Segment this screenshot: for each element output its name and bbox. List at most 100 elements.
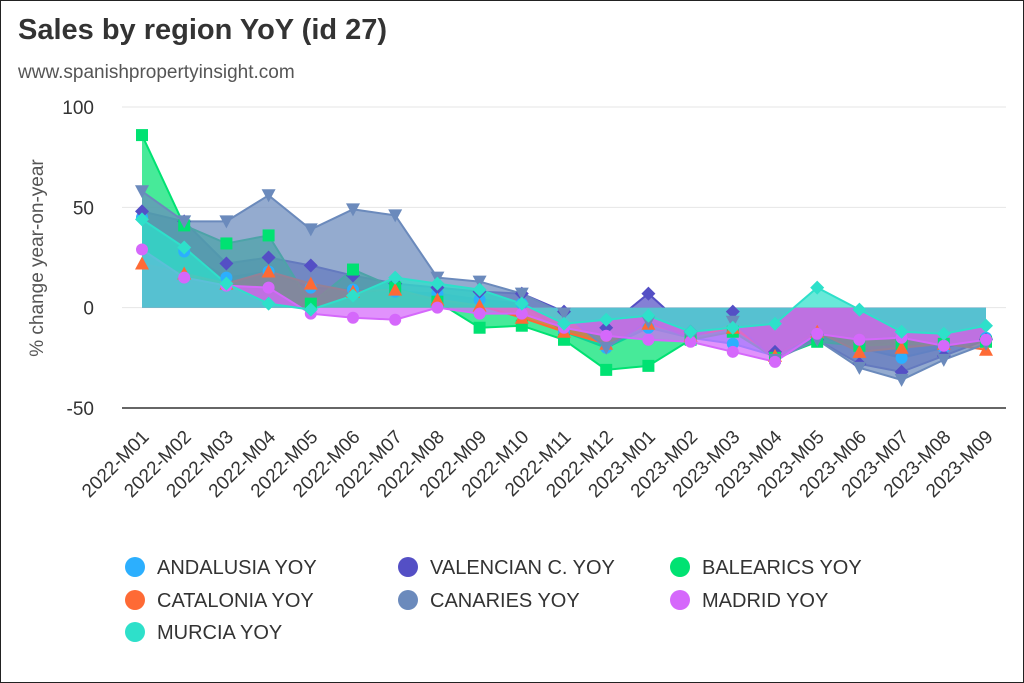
legend-swatch	[125, 557, 145, 577]
data-point-catalonia-yoy	[303, 276, 318, 290]
legend-label: MURCIA YOY	[157, 622, 282, 644]
data-point-murcia-yoy	[725, 320, 740, 335]
data-point-madrid-yoy	[853, 333, 866, 346]
data-point-madrid-yoy	[600, 329, 613, 342]
legend-label: BALEARICS YOY	[702, 557, 862, 579]
data-point-madrid-yoy	[515, 307, 528, 320]
y-tick-label: 0	[83, 299, 94, 320]
y-axis-label: % change year-on-year	[27, 159, 48, 357]
data-point-valencian-c-yoy	[303, 258, 318, 273]
data-point-valencian-c-yoy	[219, 256, 234, 271]
chart-subtitle: www.spanishpropertyinsight.com	[18, 62, 295, 83]
data-point-balearics-yoy	[136, 129, 148, 142]
data-point-madrid-yoy	[980, 333, 992, 346]
data-point-murcia-yoy	[979, 318, 993, 333]
series-area-murcia-yoy	[142, 219, 986, 334]
data-point-murcia-yoy	[768, 316, 782, 331]
data-point-canaries-yoy	[514, 287, 529, 301]
data-point-balearics-yoy	[473, 321, 486, 334]
data-point-madrid-yoy	[726, 345, 739, 358]
data-point-canaries-yoy	[472, 275, 487, 289]
data-point-canaries-yoy	[346, 203, 360, 217]
data-point-murcia-yoy	[177, 240, 192, 255]
data-point-canaries-yoy	[852, 361, 867, 375]
data-point-canaries-yoy	[894, 373, 909, 387]
data-point-canaries-yoy	[557, 307, 571, 321]
chart-title: Sales by region YoY (id 27)	[18, 14, 388, 46]
data-point-murcia-yoy	[852, 302, 867, 317]
data-point-madrid-yoy	[684, 335, 697, 348]
data-point-murcia-yoy	[430, 276, 445, 291]
series-markers	[135, 129, 993, 387]
x-axis-ticks: 2022-M012022-M022022-M032022-M042022-M05…	[78, 426, 997, 502]
data-point-madrid-yoy	[431, 301, 444, 314]
data-point-canaries-yoy	[303, 223, 318, 237]
data-point-canaries-yoy	[388, 209, 403, 223]
legend-item-balearics-yoy[interactable]: BALEARICS YOY	[670, 557, 862, 579]
data-point-balearics-yoy	[600, 363, 613, 376]
data-point-murcia-yoy	[135, 212, 149, 227]
legend-label: MADRID YOY	[702, 590, 828, 612]
data-point-madrid-yoy	[347, 311, 359, 324]
data-point-catalonia-yoy	[472, 298, 487, 312]
data-point-murcia-yoy	[641, 308, 656, 323]
y-axis-ticks: 100 50 0 -50	[62, 98, 94, 420]
data-point-murcia-yoy	[557, 316, 571, 331]
legend-item-andalusia-yoy[interactable]: ANDALUSIA YOY	[125, 557, 317, 579]
data-point-valencian-c-yoy	[725, 304, 740, 319]
data-point-murcia-yoy	[810, 280, 825, 295]
legend-item-murcia-yoy[interactable]: MURCIA YOY	[125, 622, 282, 644]
legend-swatch	[125, 590, 145, 610]
data-point-catalonia-yoy	[261, 264, 276, 278]
y-tick-label: 50	[73, 198, 94, 219]
data-point-valencian-c-yoy	[135, 204, 149, 219]
data-point-murcia-yoy	[261, 296, 276, 311]
legend-swatch	[670, 557, 690, 577]
legend-item-madrid-yoy[interactable]: MADRID YOY	[670, 590, 828, 612]
data-point-murcia-yoy	[936, 326, 951, 341]
y-tick-label: -50	[67, 399, 94, 420]
series-area-madrid-yoy	[142, 249, 986, 362]
data-point-catalonia-yoy	[894, 340, 909, 354]
data-point-canaries-yoy	[936, 353, 951, 367]
data-point-canaries-yoy	[177, 215, 192, 229]
data-point-madrid-yoy	[178, 271, 191, 284]
data-point-murcia-yoy	[472, 282, 487, 297]
data-point-murcia-yoy	[388, 270, 403, 285]
legend-swatch	[670, 590, 690, 610]
data-point-andalusia-yoy	[895, 351, 908, 364]
legend-item-catalonia-yoy[interactable]: CATALONIA YOY	[125, 590, 314, 612]
legend-label: ANDALUSIA YOY	[157, 557, 317, 579]
data-point-madrid-yoy	[811, 327, 824, 340]
data-point-balearics-yoy	[262, 229, 275, 242]
data-point-madrid-yoy	[642, 333, 655, 346]
data-point-catalonia-yoy	[852, 344, 867, 358]
data-point-murcia-yoy	[346, 288, 360, 303]
data-point-madrid-yoy	[473, 307, 486, 320]
legend-swatch	[398, 590, 418, 610]
legend-label: CANARIES YOY	[430, 590, 580, 612]
data-point-madrid-yoy	[136, 243, 148, 256]
data-point-catalonia-yoy	[430, 292, 445, 306]
data-point-canaries-yoy	[599, 341, 614, 355]
data-point-canaries-yoy	[135, 185, 149, 199]
data-point-murcia-yoy	[599, 312, 614, 327]
legend-swatch	[398, 557, 418, 577]
data-point-balearics-yoy	[642, 359, 655, 372]
data-point-balearics-yoy	[347, 263, 359, 276]
data-point-murcia-yoy	[894, 324, 909, 339]
legend-swatch	[125, 622, 145, 642]
data-point-murcia-yoy	[514, 296, 529, 311]
data-point-catalonia-yoy	[388, 282, 403, 296]
data-point-canaries-yoy	[261, 189, 276, 203]
data-point-canaries-yoy	[219, 215, 234, 229]
legend-item-valencian-c-yoy[interactable]: VALENCIAN C. YOY	[398, 557, 615, 579]
data-point-madrid-yoy	[262, 281, 275, 294]
data-point-valencian-c-yoy	[641, 286, 656, 301]
data-point-balearics-yoy	[220, 237, 233, 250]
data-point-madrid-yoy	[769, 355, 781, 368]
data-point-murcia-yoy	[683, 324, 698, 339]
legend-item-canaries-yoy[interactable]: CANARIES YOY	[398, 590, 580, 612]
legend-label: CATALONIA YOY	[157, 590, 314, 612]
